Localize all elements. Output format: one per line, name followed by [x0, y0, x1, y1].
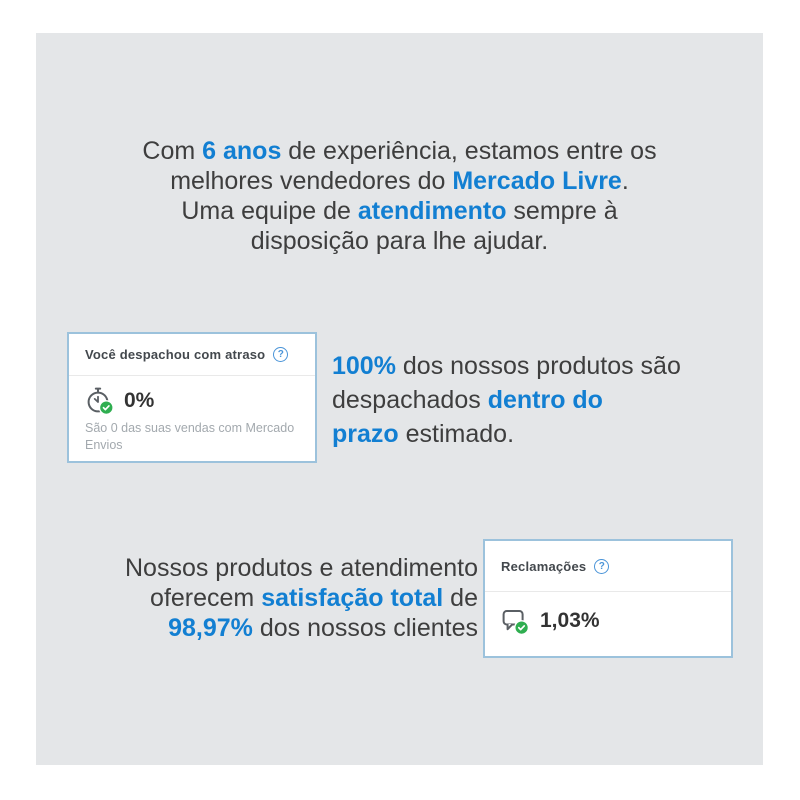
chat-bubble-check-icon [502, 610, 530, 635]
plain-text: despachados [332, 386, 488, 414]
text-line: oferecem satisfação total de [125, 583, 478, 613]
claims-metric-row: 1,03% [485, 592, 731, 635]
accent-text: 98,97% [168, 614, 253, 642]
plain-text: de [443, 584, 478, 612]
plain-text: melhores vendedores do [170, 167, 453, 195]
plain-text: dos nossos produtos são [395, 352, 681, 380]
claims-card-title: Reclamações [501, 558, 587, 574]
text-line: melhores vendedores do Mercado Livre. [36, 166, 763, 196]
satisfaction-text: Nossos produtos e atendimento oferecem sa… [125, 553, 478, 643]
accent-text: atendimento [357, 197, 507, 225]
plain-text: Uma equipe de [181, 197, 358, 225]
accent-text: Mercado Livre [452, 167, 622, 195]
accent-text: prazo [332, 420, 399, 448]
text-line: disposição para lhe ajudar. [36, 226, 763, 256]
late-dispatch-value: 0% [124, 389, 155, 412]
plain-text: oferecem [150, 584, 262, 612]
late-dispatch-card: Você despachou com atraso ? 0% São 0 das… [67, 332, 317, 463]
plain-text: dos nossos clientes [252, 614, 478, 642]
help-icon[interactable]: ? [594, 558, 610, 574]
claims-value: 1,03% [540, 609, 600, 632]
accent-text: dentro do [487, 386, 603, 414]
late-dispatch-card-header: Você despachou com atraso ? [69, 334, 315, 376]
text-line: Nossos produtos e atendimento [125, 553, 478, 583]
plain-text: Nossos produtos e atendimento [125, 554, 478, 582]
shipping-text: 100% dos nossos produtos são despachados … [332, 349, 681, 451]
claims-card-header: Reclamações ? [485, 541, 731, 592]
plain-text: de experiência, estamos entre os [281, 137, 657, 165]
accent-text: 100% [332, 352, 396, 380]
late-dispatch-metric-row: 0% [69, 376, 315, 415]
plain-text: . [621, 167, 629, 195]
text-line: Com 6 anos de experiência, estamos entre… [36, 136, 763, 166]
text-line: Uma equipe de atendimento sempre à [36, 196, 763, 226]
plain-text: disposição para lhe ajudar. [250, 227, 549, 255]
plain-text: Com [142, 137, 203, 165]
stopwatch-check-icon [87, 387, 114, 415]
text-line: 100% dos nossos produtos são [332, 349, 681, 383]
late-dispatch-subtext: São 0 das suas vendas com Mercado Envios [85, 421, 295, 452]
text-line: despachados dentro do [332, 383, 681, 417]
intro-text: Com 6 anos de experiência, estamos entre… [36, 136, 763, 256]
plain-text: sempre à [506, 197, 618, 225]
claims-card: Reclamações ? 1,03% [483, 539, 733, 658]
accent-text: satisfação total [261, 584, 444, 612]
plain-text: estimado. [398, 420, 515, 448]
help-icon[interactable]: ? [273, 347, 289, 362]
text-line: prazo estimado. [332, 417, 681, 451]
accent-text: 6 anos [202, 137, 282, 165]
late-dispatch-card-title: Você despachou com atraso [85, 347, 266, 362]
promo-panel: Com 6 anos de experiência, estamos entre… [36, 33, 763, 765]
text-line: 98,97% dos nossos clientes [125, 613, 478, 643]
